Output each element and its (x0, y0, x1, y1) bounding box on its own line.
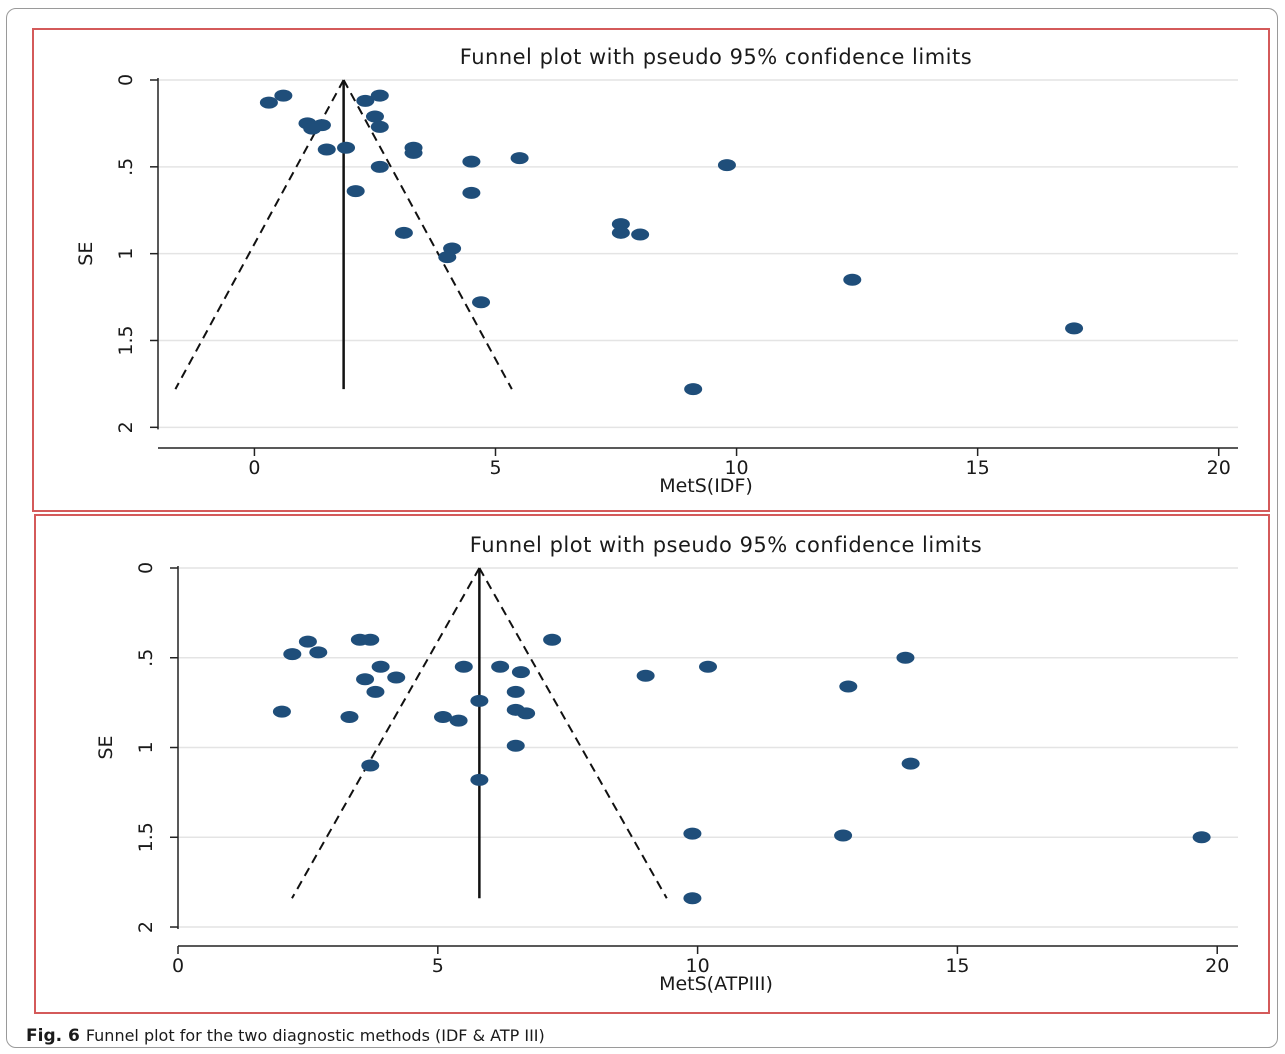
atpiii-point-0 (298, 635, 317, 648)
idf-point-13 (462, 155, 481, 168)
idf-ytick-label-1: .5 (115, 158, 137, 176)
idf-ytick-label-4: 2 (115, 421, 137, 433)
idf-point-24 (438, 251, 457, 264)
idf-xtick-label-1: 5 (489, 457, 501, 479)
atpiii-point-23 (434, 710, 452, 723)
funnel-plot-idf: Funnel plot with pseudo 95% confidence l… (75, 45, 1238, 497)
atpiii-point-1 (283, 648, 302, 661)
atpiii-point-30 (834, 829, 853, 842)
atpiii-y-axis-label: SE (95, 735, 117, 759)
idf-point-26 (472, 296, 491, 309)
idf-title: Funnel plot with pseudo 95% confidence l… (460, 45, 972, 69)
atpiii-point-17 (839, 680, 858, 693)
atpiii-ytick-label-3: 1.5 (135, 822, 157, 852)
atpiii-point-25 (506, 739, 525, 752)
idf-point-5 (370, 120, 389, 133)
idf-point-17 (346, 185, 365, 198)
idf-point-16 (370, 160, 389, 173)
idf-point-3 (370, 89, 389, 102)
atpiii-point-20 (517, 707, 536, 720)
atpiii-ytick-label-2: 1 (135, 741, 157, 753)
idf-ytick-label-0: 0 (115, 74, 137, 86)
idf-ci-left (174, 79, 345, 390)
idf-ci-right (342, 79, 513, 390)
atpiii-point-16 (506, 685, 525, 698)
funnel-plot-idf-panel: Funnel plot with pseudo 95% confidence l… (32, 28, 1270, 512)
idf-xtick-label-2: 10 (724, 457, 748, 479)
atpiii-xtick-label-4: 20 (1205, 955, 1229, 977)
idf-xtick-label-0: 0 (248, 457, 260, 479)
idf-point-15 (717, 159, 736, 172)
atpiii-point-26 (361, 759, 380, 772)
atpiii-ci-right (478, 567, 668, 899)
atpiii-point-2 (309, 646, 328, 659)
atpiii-point-7 (454, 660, 473, 673)
atpiii-xtick-label-1: 5 (432, 955, 444, 977)
atpiii-point-27 (901, 757, 920, 770)
idf-x-axis-label: MetS(IDF) (659, 475, 753, 497)
atpiii-point-12 (356, 673, 375, 686)
caption-label: Fig. 6 (26, 1026, 80, 1046)
figure-frame (6, 8, 1278, 1048)
idf-point-4 (365, 110, 384, 123)
atpiii-x-axis-label: MetS(ATPIII) (659, 973, 773, 995)
idf-point-21 (631, 228, 650, 241)
atpiii-point-11 (896, 651, 915, 664)
funnel-plot-atpiii-panel: Funnel plot with pseudo 95% confidence l… (34, 514, 1270, 1014)
idf-point-20 (611, 226, 630, 239)
atpiii-ytick-label-1: .5 (135, 649, 157, 667)
atpiii-point-24 (449, 714, 468, 727)
idf-point-14 (510, 152, 529, 165)
idf-point-0 (259, 96, 278, 109)
atpiii-xtick-label-3: 15 (945, 955, 969, 977)
atpiii-point-6 (371, 660, 390, 673)
idf-point-9 (317, 143, 336, 156)
atpiii-point-13 (387, 671, 406, 684)
idf-point-10 (337, 141, 356, 154)
atpiii-title: Funnel plot with pseudo 95% confidence l… (470, 533, 982, 557)
idf-point-25 (843, 273, 862, 286)
atpiii-point-8 (491, 660, 510, 673)
funnel-plot-atpiii: Funnel plot with pseudo 95% confidence l… (95, 533, 1238, 995)
atpiii-point-5 (543, 633, 562, 646)
idf-point-12 (404, 146, 423, 159)
atpiii-point-10 (699, 660, 717, 673)
idf-point-22 (394, 226, 413, 239)
atpiii-point-31 (1192, 831, 1211, 844)
idf-point-8 (303, 122, 322, 135)
idf-xtick-label-4: 20 (1207, 457, 1231, 479)
idf-point-28 (684, 383, 703, 396)
idf-point-1 (274, 89, 293, 102)
atpiii-point-18 (470, 694, 489, 707)
atpiii-ytick-label-0: 0 (135, 562, 157, 574)
atpiii-ytick-label-4: 2 (135, 921, 157, 933)
idf-ytick-label-2: 1 (115, 248, 137, 260)
idf-y-axis-label: SE (75, 242, 97, 266)
atpiii-xtick-label-0: 0 (172, 955, 184, 977)
idf-ytick-label-3: 1.5 (115, 325, 137, 355)
atpiii-point-29 (683, 827, 702, 840)
caption-text: Funnel plot for the two diagnostic metho… (85, 1026, 545, 1045)
idf-point-19 (611, 218, 630, 231)
idf-point-27 (1065, 322, 1084, 335)
idf-point-18 (462, 186, 481, 199)
atpiii-point-15 (366, 685, 385, 698)
atpiii-point-32 (683, 892, 702, 905)
atpiii-point-4 (361, 633, 380, 646)
idf-point-2 (356, 94, 375, 107)
atpiii-point-14 (636, 669, 655, 682)
atpiii-point-28 (470, 773, 489, 786)
atpiii-point-21 (272, 705, 291, 718)
atpiii-ci-left (291, 567, 481, 899)
idf-xtick-label-3: 15 (966, 457, 990, 479)
atpiii-xtick-label-2: 10 (686, 955, 710, 977)
atpiii-point-9 (511, 666, 530, 679)
atpiii-point-22 (340, 710, 359, 723)
figure-caption: Fig. 6 Funnel plot for the two diagnostic… (26, 1026, 545, 1046)
